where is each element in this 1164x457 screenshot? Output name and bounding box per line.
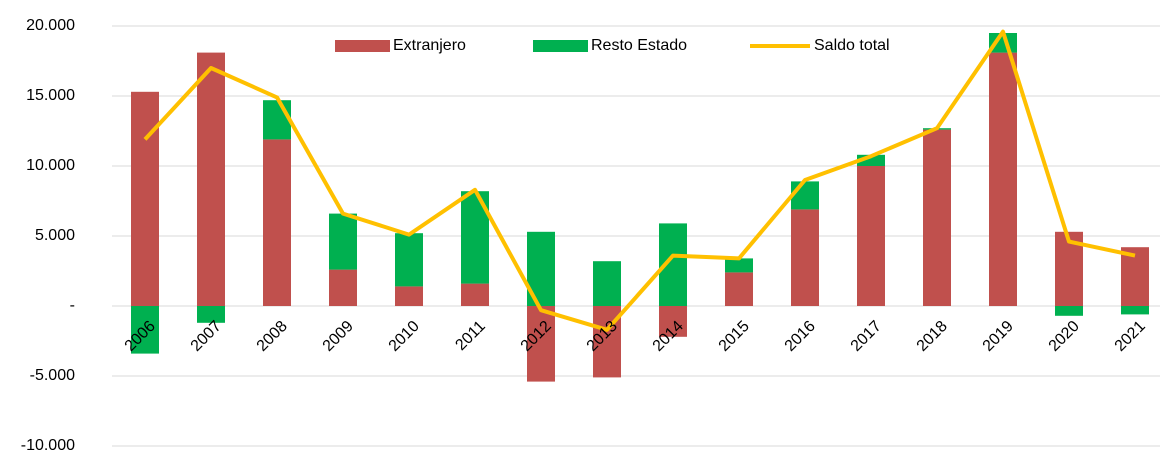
x-tick-label: 2018: [914, 318, 951, 355]
x-tick-label: 2007: [188, 318, 225, 355]
bar: [857, 154, 885, 166]
y-tick-label: 20.000: [26, 17, 75, 34]
bar: [263, 100, 291, 140]
bar: [791, 181, 819, 210]
bar: [263, 139, 291, 306]
x-tick-label: 2015: [716, 318, 753, 355]
bar: [725, 272, 753, 306]
bar: [461, 283, 489, 306]
x-tick-label: 2016: [782, 318, 819, 355]
x-tick-label: 2019: [980, 318, 1017, 355]
legend-label: Saldo total: [814, 37, 890, 54]
bar: [659, 306, 687, 337]
bar: [527, 306, 555, 382]
bar: [197, 306, 225, 323]
x-tick-label: 2008: [254, 318, 291, 355]
y-tick-label: 15.000: [26, 87, 75, 104]
bar: [593, 261, 621, 306]
bar: [197, 52, 225, 306]
bar: [923, 129, 951, 306]
x-tick-label: 2011: [452, 318, 488, 354]
bar: [791, 209, 819, 306]
bar: [725, 258, 753, 273]
bar: [1055, 306, 1083, 316]
bar: [131, 91, 159, 306]
bar: [989, 52, 1017, 306]
legend-label: Extranjero: [393, 37, 466, 54]
bar: [329, 269, 357, 306]
bar: [395, 286, 423, 306]
x-tick-label: 2010: [386, 318, 423, 355]
bar: [1121, 247, 1149, 306]
legend-label: Resto Estado: [591, 37, 687, 54]
bar: [395, 233, 423, 287]
x-tick-label: 2021: [1112, 318, 1149, 355]
bar: [857, 166, 885, 306]
x-tick-label: 2017: [848, 318, 885, 355]
y-tick-label: 5.000: [35, 227, 75, 244]
line: [143, 29, 1136, 332]
y-tick-label: -10.000: [21, 437, 75, 452]
x-tick-label: 2020: [1046, 318, 1083, 355]
legend-swatch: [533, 40, 588, 52]
y-tick-label: 10.000: [26, 157, 75, 174]
y-tick-label: -5.000: [30, 367, 75, 384]
y-tick-label: -: [70, 297, 75, 314]
bar: [131, 306, 159, 354]
x-tick-label: 2009: [320, 318, 357, 355]
bar: [1121, 306, 1149, 315]
bar: [329, 213, 357, 270]
legend-swatch: [335, 40, 390, 52]
